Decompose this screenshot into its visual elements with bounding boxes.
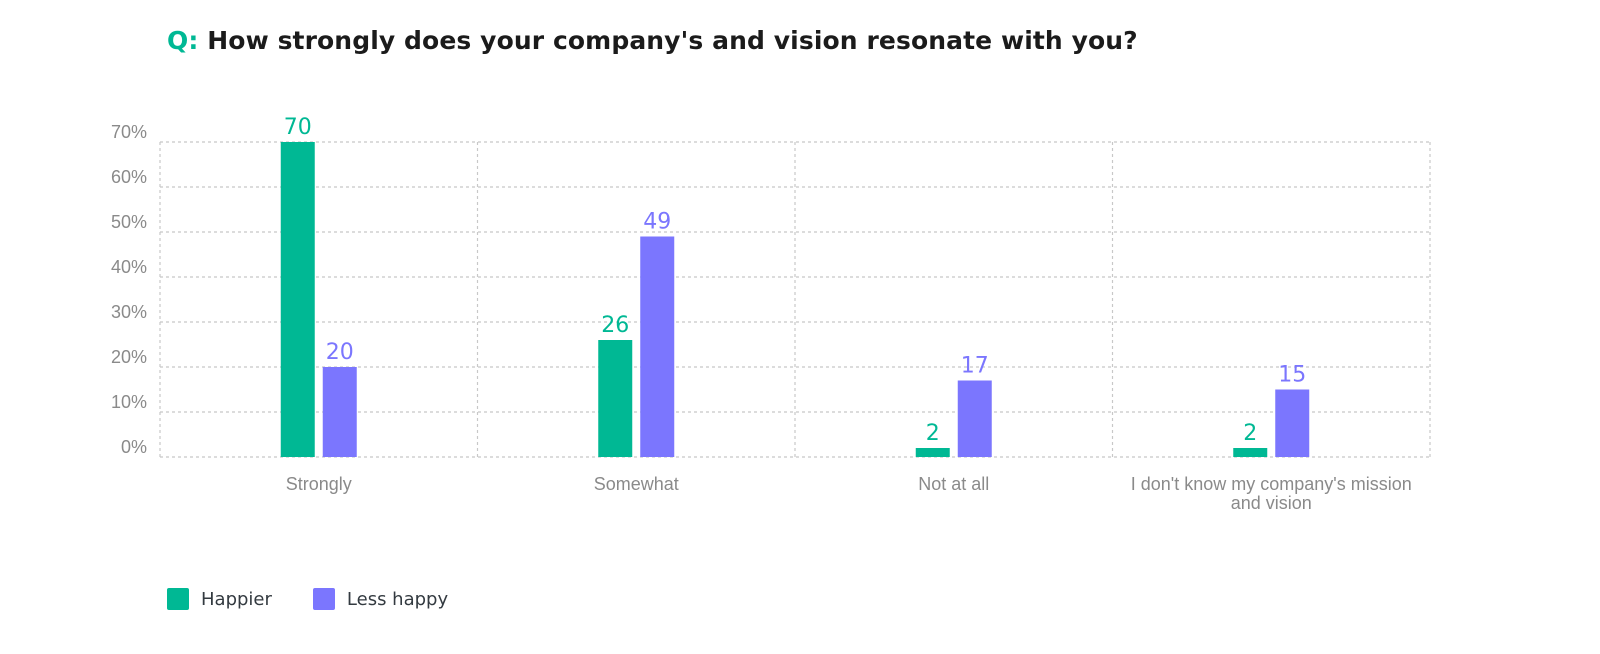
x-tick-label: Somewhat (594, 474, 679, 494)
legend-item-happier: Happier (167, 588, 272, 610)
y-tick-label: 60% (111, 167, 147, 187)
bar-value-labels: 70 20 26 49 2 17 2 15 (284, 115, 1307, 446)
bar-value-label: 15 (1278, 363, 1306, 388)
x-tick-label: Not at all (918, 474, 989, 494)
bar-value-label: 49 (643, 210, 671, 235)
title-text: How strongly does your company's and vis… (207, 26, 1138, 55)
y-tick-label: 30% (111, 302, 147, 322)
bar-happier (280, 142, 315, 457)
bars (280, 142, 1310, 457)
y-axis-ticks: 0% 10% 20% 30% 40% 50% 60% 70% (111, 122, 147, 457)
bar-happier (598, 340, 633, 457)
y-tick-label: 40% (111, 257, 147, 277)
x-axis-labels: Strongly Somewhat Not at all I don't know m… (286, 474, 1412, 513)
y-tick-label: 10% (111, 392, 147, 412)
y-tick-label: 50% (111, 212, 147, 232)
bar-less-happy (957, 380, 992, 457)
x-tick-label: Strongly (286, 474, 352, 494)
x-tick-label: I don't know my company's mission and vis… (1131, 474, 1412, 513)
bar-happier (915, 448, 950, 457)
bar-value-label: 26 (601, 313, 629, 338)
legend-swatch-less-happy (312, 588, 335, 610)
legend: Happier Less happy (167, 588, 489, 610)
bar-value-label: 20 (326, 340, 354, 365)
title-prefix: Q: (167, 26, 199, 55)
bar-less-happy (640, 236, 675, 457)
legend-item-less-happy: Less happy (312, 588, 449, 610)
y-tick-label: 20% (111, 347, 147, 367)
y-tick-label: 70% (111, 122, 147, 142)
legend-label-less-happy: Less happy (346, 588, 449, 610)
bar-happier (1233, 448, 1268, 457)
legend-swatch-happier (167, 588, 189, 610)
chart-title: Q: How strongly does your company's and … (167, 26, 1138, 55)
legend-label-happier: Happier (201, 588, 272, 610)
bar-less-happy (322, 367, 357, 457)
grid-lines (159, 141, 1431, 458)
bar-value-label: 2 (1243, 421, 1257, 446)
bar-value-label: 70 (284, 115, 312, 140)
bar-value-label: 17 (961, 354, 989, 379)
bar-value-label: 2 (926, 421, 940, 446)
y-tick-label: 0% (121, 437, 147, 457)
bar-less-happy (1275, 389, 1310, 457)
